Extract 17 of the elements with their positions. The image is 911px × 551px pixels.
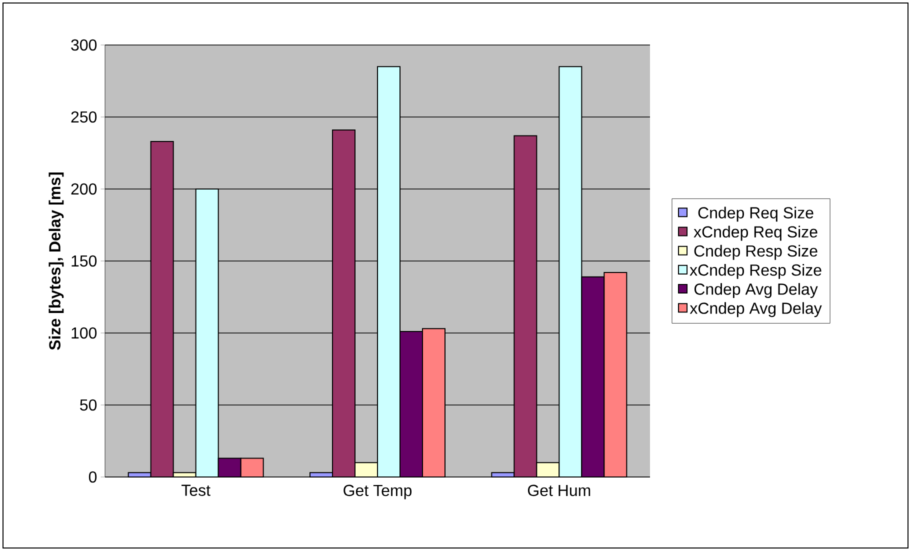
legend-label: Cndep Avg Delay bbox=[694, 283, 818, 298]
x-tick-label: Get Temp bbox=[344, 484, 412, 500]
y-tick-label: 200 bbox=[71, 183, 97, 195]
y-tick-label: 150 bbox=[72, 255, 97, 267]
legend-label: Cndep Resp Size bbox=[694, 244, 818, 260]
y-tick-label: 100 bbox=[72, 327, 97, 339]
legend-label: Cndep Req Size bbox=[698, 206, 814, 222]
legend-label: xCndep Req Size bbox=[694, 226, 818, 241]
y-tick-label: 250 bbox=[71, 111, 97, 123]
y-tick-label: 300 bbox=[71, 39, 97, 51]
y-tick-label: 50 bbox=[80, 399, 97, 411]
x-tick-label: Get Hum bbox=[528, 484, 590, 496]
y-tick-label: 0 bbox=[88, 471, 97, 483]
y-axis-title: Size [bytes], Delay [ms] bbox=[48, 172, 64, 350]
legend-label: xCndep Avg Delay bbox=[690, 302, 822, 318]
legend-label: xCndep Resp Size bbox=[690, 264, 822, 279]
x-tick-label: Test bbox=[182, 484, 210, 496]
